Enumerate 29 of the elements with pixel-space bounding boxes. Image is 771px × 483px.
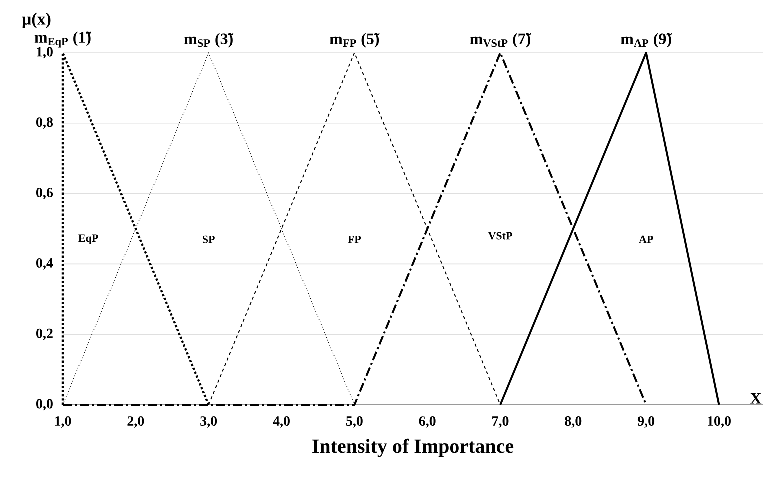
y-axis-title: μ(x) (22, 12, 51, 28)
x-tick-label: 6,0 (419, 416, 436, 428)
x-tick-label: 10,0 (708, 416, 731, 428)
annotation: m$_{AP}$ (9̃) (621, 33, 672, 48)
annotation: FP (348, 236, 362, 244)
annotation: m$_{SP}$ (3̃) (184, 33, 234, 48)
annotation: AP (639, 236, 654, 244)
annotation: X (750, 393, 762, 404)
annotation: EqP (78, 234, 98, 244)
y-tick-label: 0,8 (36, 118, 54, 130)
y-tick-label: 0,2 (36, 328, 53, 340)
x-tick-label: 4,0 (273, 416, 290, 428)
x-tick-label: 9,0 (638, 416, 655, 428)
annotation: m$_{FP}$ (5̃) (330, 33, 380, 48)
x-tick-label: 3,0 (200, 416, 218, 428)
y-tick-label: 0,4 (36, 258, 54, 270)
x-tick-label: 1,0 (55, 416, 72, 428)
y-tick-label: 0,0 (36, 399, 53, 411)
annotation: VStP (488, 232, 512, 240)
x-tick-label: 2,0 (128, 416, 144, 428)
y-tick-label: 1,0 (37, 47, 53, 59)
x-tick-label: 8,0 (565, 416, 582, 428)
annotation: SP (202, 236, 215, 244)
annotation: m$_{VStP}$ (7̃) (470, 33, 532, 48)
x-axis-title: Intensity of Importance (312, 438, 514, 458)
y-tick-label: 0,6 (36, 188, 54, 200)
annotation: m$_{EqP}$ (1̃) (34, 32, 92, 48)
x-tick-label: 5,0 (346, 416, 363, 428)
x-tick-label: 7,0 (492, 416, 509, 428)
